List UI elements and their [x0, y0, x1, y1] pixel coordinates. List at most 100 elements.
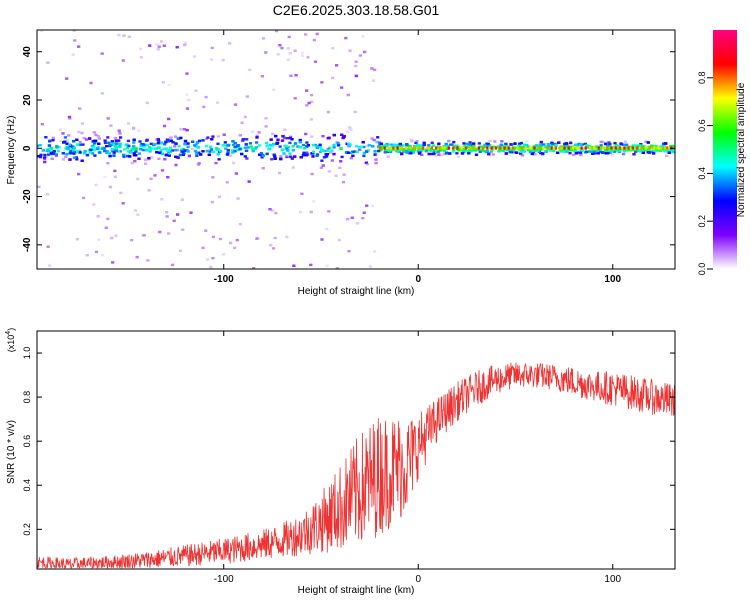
spectrogram-cell	[185, 72, 189, 75]
spectrogram-cell	[579, 153, 583, 157]
spectrogram-cell	[127, 35, 131, 38]
spectrogram-cell	[166, 176, 170, 179]
spectrogram-cell	[133, 159, 137, 163]
spectrogram-cell	[652, 152, 656, 155]
spectrogram-cell	[150, 156, 154, 159]
spectrogram-cell	[49, 147, 53, 151]
spectrogram-cell	[598, 146, 603, 149]
spectrogram-cell	[557, 141, 561, 144]
spectrogram-cell	[113, 169, 117, 173]
spectrogram-cell	[605, 143, 610, 147]
spectrogram-cell	[75, 238, 79, 241]
spectrogram-cell	[247, 180, 251, 183]
spectrogram-cell	[80, 122, 84, 125]
spectrogram-cell	[285, 235, 289, 239]
spectrogram-cell	[509, 148, 513, 151]
spectrogram-cell	[371, 79, 376, 82]
spectrogram-cell	[292, 264, 296, 267]
spectrogram-cell	[595, 150, 599, 153]
spectrogram-cell	[187, 98, 191, 102]
spectrogram-cell	[145, 139, 149, 142]
spectrogram-peak-cell	[512, 146, 515, 150]
spectrogram-cell	[139, 56, 143, 59]
spectrogram-cell	[419, 146, 423, 149]
spectrogram-cell	[117, 129, 121, 132]
spectrogram-cell	[636, 149, 640, 152]
spectrogram-cell	[604, 150, 608, 153]
spectrogram-cell	[365, 162, 369, 166]
spectrogram-cell	[183, 149, 187, 152]
spectrogram-cell	[568, 152, 572, 155]
spectrogram-cell	[160, 152, 164, 155]
spectrogram-cell	[226, 151, 230, 155]
spectrogram-cell	[255, 141, 259, 144]
spectrogram-cell	[326, 110, 330, 114]
spectrogram-cell	[341, 180, 346, 184]
spectrogram-cell	[427, 152, 431, 156]
spectrogram-cell	[167, 232, 171, 235]
spectrogram-cell	[66, 146, 70, 150]
spectrogram-cell	[195, 154, 199, 157]
spectrogram-cell	[347, 250, 351, 253]
spectrogram-cell	[180, 198, 184, 201]
spectrogram-cell	[229, 154, 233, 157]
spectrogram-cell	[160, 40, 164, 43]
spectrogram-cell	[51, 136, 55, 140]
spectrogram-cell	[414, 141, 418, 145]
spectrogram-cell	[112, 151, 116, 154]
spectrogram-cell	[362, 211, 366, 214]
spectrogram-cell	[667, 151, 671, 154]
spectrogram-cell	[365, 150, 369, 153]
spectrogram-cell	[123, 148, 127, 151]
spectrogram-cell	[173, 145, 177, 148]
spectrogram-cell	[574, 152, 579, 155]
spectrogram-cell	[569, 141, 573, 145]
spectrogram-cell	[238, 134, 242, 137]
spectrogram-cell	[103, 139, 107, 142]
spectrogram-cell	[148, 150, 152, 153]
spectrogram-cell	[245, 157, 249, 160]
spectrogram-cell	[288, 152, 292, 155]
spectrogram-cell	[372, 138, 376, 142]
spectrogram-cell	[372, 138, 376, 142]
spectrogram-cell	[175, 46, 179, 49]
spectrogram-cell	[93, 142, 97, 145]
spectrogram-cell	[659, 145, 663, 148]
spectrogram-cell	[305, 104, 309, 107]
spectrogram-cell	[132, 145, 136, 148]
spectrogram-cell	[132, 154, 137, 157]
spectrogram-cell	[130, 239, 134, 242]
spectrogram-peak-cell	[507, 146, 510, 150]
spectrogram-cell	[252, 267, 256, 269]
spectrogram-ticks: -100 0 100 -40 -20 0 20 40	[22, 30, 675, 285]
spectrogram-cell	[75, 138, 79, 141]
spectrogram-cell	[170, 149, 174, 152]
spectrogram-cell	[339, 160, 343, 163]
spectrogram-cell	[95, 147, 99, 150]
spectrogram-cell	[209, 265, 213, 269]
spectrogram-cell	[280, 46, 284, 50]
spectrogram-peak-cell	[387, 146, 391, 150]
spectrogram-cell	[67, 115, 72, 119]
spectrogram-cell	[315, 153, 320, 156]
spectrogram-cell	[211, 235, 215, 239]
spectrogram-cell	[321, 164, 325, 167]
spectrogram-cell	[233, 142, 237, 145]
spectrogram-cell	[264, 117, 268, 120]
spectrogram-cell	[358, 148, 362, 151]
spectrogram-cell	[288, 136, 292, 140]
spectrogram-cell	[240, 121, 244, 124]
spectrogram-cell	[178, 153, 182, 157]
spectrogram-cell	[100, 92, 104, 95]
spectrogram-cell	[436, 150, 440, 153]
spectrogram-cell	[322, 156, 327, 159]
spectrogram-cell	[106, 117, 110, 120]
spectrogram-cell	[226, 149, 230, 152]
spectrogram-cell	[179, 127, 183, 131]
spectrogram-cell	[67, 115, 72, 119]
spectrogram-cell	[124, 143, 128, 147]
spectrogram-cell	[354, 60, 358, 63]
spectrogram-cell	[255, 134, 259, 138]
spectrogram-cell	[504, 143, 508, 146]
spectrogram-cell	[455, 152, 459, 155]
